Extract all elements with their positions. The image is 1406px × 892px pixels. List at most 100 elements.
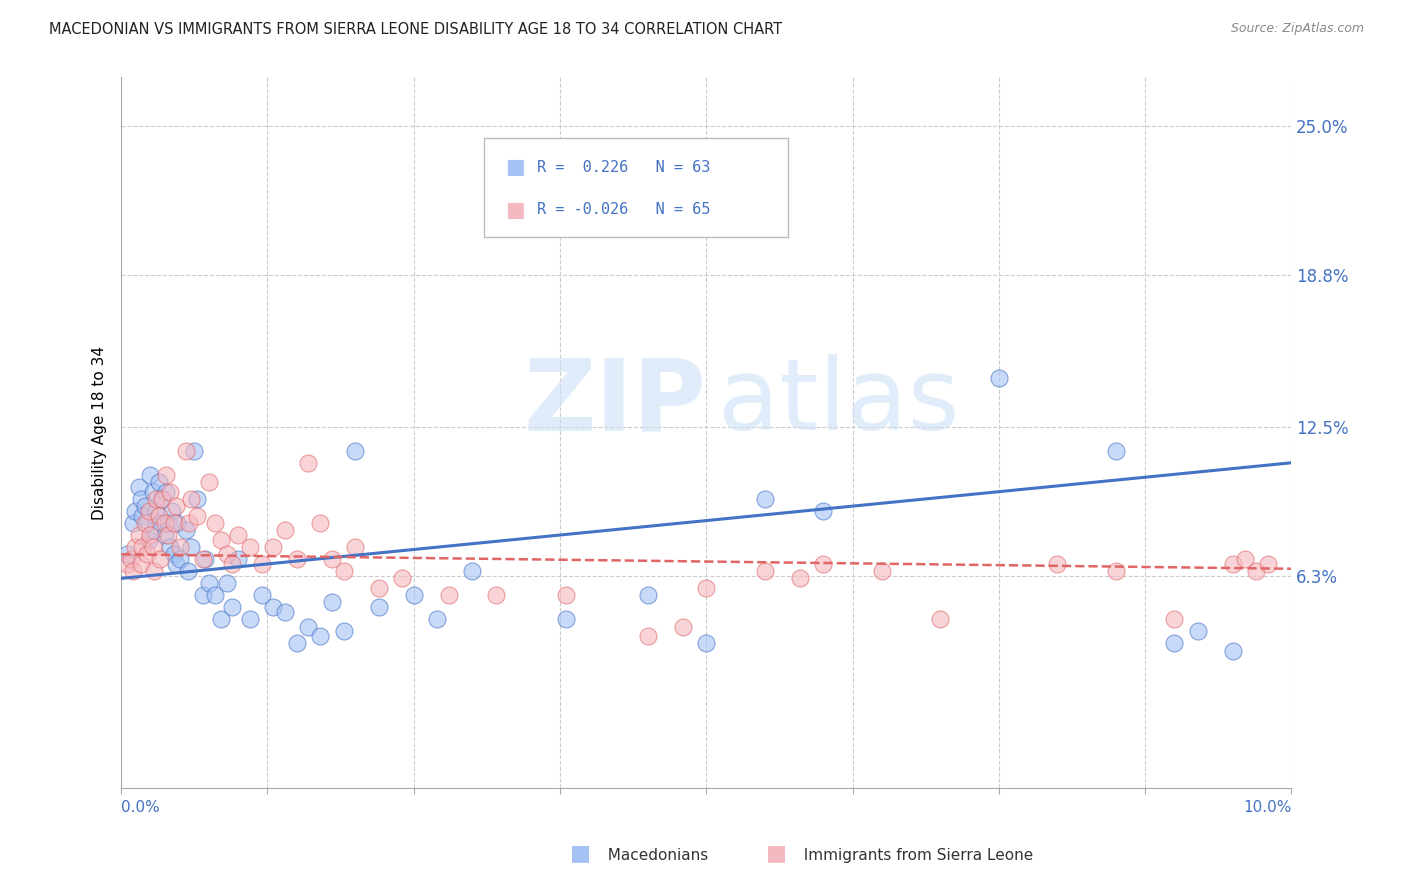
Point	[166, 516, 188, 530]
Point	[165, 557, 187, 571]
Point	[519, 154, 541, 169]
Point	[226, 552, 249, 566]
Point	[226, 528, 249, 542]
Point	[122, 564, 145, 578]
Point	[262, 540, 284, 554]
Point	[143, 523, 166, 537]
Point	[1187, 624, 1209, 639]
Point	[813, 557, 835, 571]
Point	[870, 564, 893, 578]
Point	[139, 528, 162, 542]
Point	[136, 547, 159, 561]
Point	[274, 605, 297, 619]
Point	[177, 516, 200, 530]
Point	[131, 540, 153, 554]
Point	[204, 588, 226, 602]
Point	[1233, 552, 1256, 566]
Point	[426, 612, 449, 626]
Point	[221, 557, 243, 571]
Point	[929, 612, 952, 626]
Point	[250, 557, 273, 571]
Point	[115, 547, 138, 561]
Point	[1244, 564, 1267, 578]
FancyBboxPatch shape	[484, 138, 789, 237]
Point	[169, 540, 191, 554]
Point	[159, 540, 181, 554]
Text: ZIP: ZIP	[523, 354, 706, 451]
Point	[554, 612, 576, 626]
Point	[145, 491, 167, 506]
Point	[221, 600, 243, 615]
Point	[274, 523, 297, 537]
Point	[309, 516, 332, 530]
Point	[1105, 443, 1128, 458]
Point	[138, 533, 160, 547]
Point	[209, 612, 232, 626]
Point	[332, 564, 354, 578]
Point	[204, 516, 226, 530]
Point	[163, 547, 186, 561]
Point	[1163, 636, 1185, 650]
Point	[1163, 612, 1185, 626]
Point	[160, 504, 183, 518]
Point	[554, 588, 576, 602]
Point	[157, 516, 180, 530]
Point	[987, 371, 1010, 385]
Point	[149, 516, 172, 530]
Text: ■: ■	[505, 157, 524, 178]
Point	[754, 564, 776, 578]
Point	[194, 552, 217, 566]
Point	[183, 443, 205, 458]
Point	[150, 491, 173, 506]
Text: R = -0.026   N = 65: R = -0.026 N = 65	[537, 202, 710, 218]
Point	[129, 491, 152, 506]
Point	[1222, 557, 1244, 571]
Point	[139, 467, 162, 482]
Point	[285, 552, 308, 566]
Point	[209, 533, 232, 547]
Point	[134, 516, 156, 530]
Point	[186, 491, 208, 506]
Point	[321, 552, 343, 566]
Point	[145, 504, 167, 518]
Point	[180, 540, 202, 554]
Point	[124, 504, 146, 518]
Point	[128, 480, 150, 494]
Point	[215, 576, 238, 591]
Point	[813, 504, 835, 518]
Point	[309, 629, 332, 643]
Point	[157, 528, 180, 542]
Point	[153, 516, 176, 530]
Text: Macedonians: Macedonians	[598, 848, 707, 863]
Point	[142, 540, 165, 554]
Text: ■: ■	[569, 844, 591, 863]
Point	[124, 540, 146, 554]
Point	[143, 564, 166, 578]
Point	[332, 624, 354, 639]
Point	[637, 588, 659, 602]
Point	[180, 491, 202, 506]
Point	[191, 552, 214, 566]
Point	[148, 508, 170, 523]
Point	[297, 619, 319, 633]
Point	[239, 612, 262, 626]
Text: 0.0%: 0.0%	[121, 800, 160, 815]
Point	[134, 499, 156, 513]
Point	[169, 552, 191, 566]
Point	[695, 581, 717, 595]
Point	[153, 528, 176, 542]
Text: MACEDONIAN VS IMMIGRANTS FROM SIERRA LEONE DISABILITY AGE 18 TO 34 CORRELATION C: MACEDONIAN VS IMMIGRANTS FROM SIERRA LEO…	[49, 22, 782, 37]
Point	[128, 528, 150, 542]
Point	[155, 467, 177, 482]
Point	[250, 588, 273, 602]
Text: ■: ■	[505, 200, 524, 219]
Point	[1222, 643, 1244, 657]
Point	[367, 581, 389, 595]
Text: Source: ZipAtlas.com: Source: ZipAtlas.com	[1230, 22, 1364, 36]
Point	[485, 588, 508, 602]
Point	[754, 491, 776, 506]
Point	[136, 516, 159, 530]
Point	[155, 484, 177, 499]
Point	[198, 576, 221, 591]
Point	[115, 557, 138, 571]
